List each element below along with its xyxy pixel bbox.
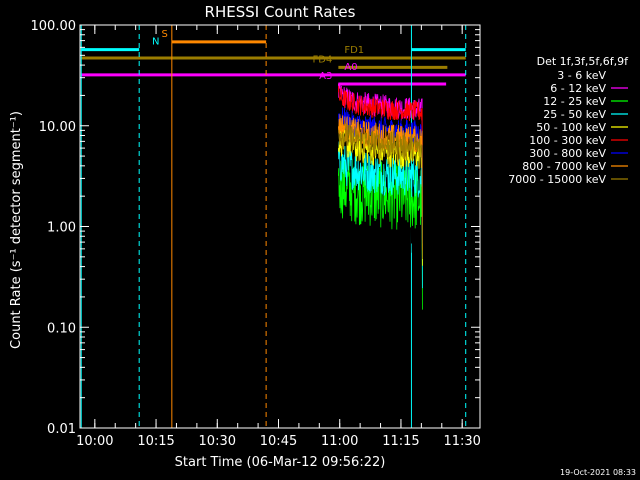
y-tick-label: 10.00 xyxy=(39,120,76,135)
x-tick-label: 11:00 xyxy=(321,434,358,449)
y-tick-label: 1.00 xyxy=(47,221,76,236)
series-trace-8 xyxy=(338,123,423,260)
footer-date: 19-Oct-2021 08:33 xyxy=(560,468,636,477)
legend-entry-label: 50 - 100 keV xyxy=(536,121,606,134)
x-tick-label: 10:15 xyxy=(137,434,174,449)
x-tick-label: 10:00 xyxy=(76,434,113,449)
y-axis-label: Count Rate (s⁻¹ detector segment⁻¹) xyxy=(9,111,24,349)
legend-entry-label: 100 - 300 keV xyxy=(529,134,606,147)
legend-entry-label: 7000 - 15000 keV xyxy=(508,173,606,186)
legend-title: Det 1f,3f,5f,6f,9f xyxy=(537,55,630,68)
x-axis-label: Start Time (06-Mar-12 09:56:22) xyxy=(175,455,386,470)
flag-label-fd4: FD4 xyxy=(313,54,333,65)
flag-label-n: N xyxy=(152,37,159,48)
x-tick-label: 11:15 xyxy=(382,434,419,449)
chart-title: RHESSI Count Rates xyxy=(205,3,356,21)
y-tick-label: 100.00 xyxy=(31,19,77,34)
flag-label-a3: A3 xyxy=(319,71,332,82)
legend-entry-label: 800 - 7000 keV xyxy=(522,160,606,173)
legend-entry-label: 6 - 12 keV xyxy=(550,82,606,95)
x-tick-label: 10:45 xyxy=(260,434,297,449)
x-tick-label: 11:30 xyxy=(443,434,480,449)
x-tick-label: 10:30 xyxy=(199,434,236,449)
legend-entry-label: 12 - 25 keV xyxy=(543,95,606,108)
y-tick-label: 0.10 xyxy=(47,321,76,336)
y-tick-label: 0.01 xyxy=(47,422,76,437)
flag-label-a0: A0 xyxy=(344,62,357,73)
axes-layer: 0.01 0.10 1.00 10.00 100.00 10:00 10:15 10:30 10… xyxy=(31,19,481,449)
legend-entry-label: 300 - 800 keV xyxy=(529,147,606,160)
legend-entry-label: 25 - 50 keV xyxy=(543,108,606,121)
series-trace-5 xyxy=(338,85,423,223)
flag-label-fd1: FD1 xyxy=(344,45,364,56)
legend-entry-label: 3 - 6 keV xyxy=(557,69,606,82)
flag-label-s: S xyxy=(161,29,167,40)
